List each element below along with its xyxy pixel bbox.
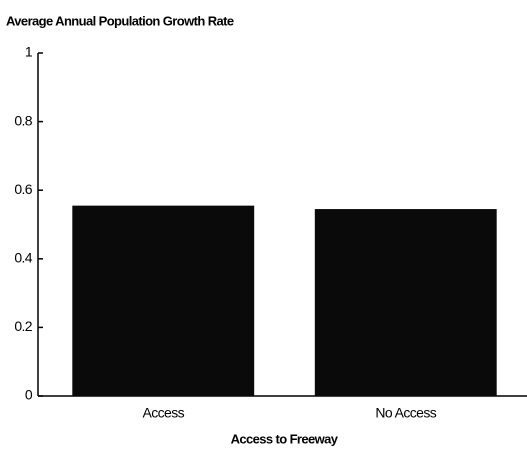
bar: [314, 209, 497, 396]
x-axis-title: Access to Freeway: [231, 431, 339, 446]
y-tick-label: 0.8: [14, 112, 32, 128]
y-tick-label: 0.4: [14, 250, 32, 266]
y-tick-label: 0.6: [14, 181, 32, 197]
y-tick-label: 1: [25, 44, 33, 60]
y-tick-label: 0: [25, 387, 33, 403]
bar: [72, 205, 255, 396]
x-tick-label: No Access: [375, 405, 436, 421]
chart-title: Average Annual Population Growth Rate: [6, 13, 234, 28]
x-tick-label: Access: [142, 405, 184, 421]
y-tick-label: 0.2: [14, 318, 32, 334]
